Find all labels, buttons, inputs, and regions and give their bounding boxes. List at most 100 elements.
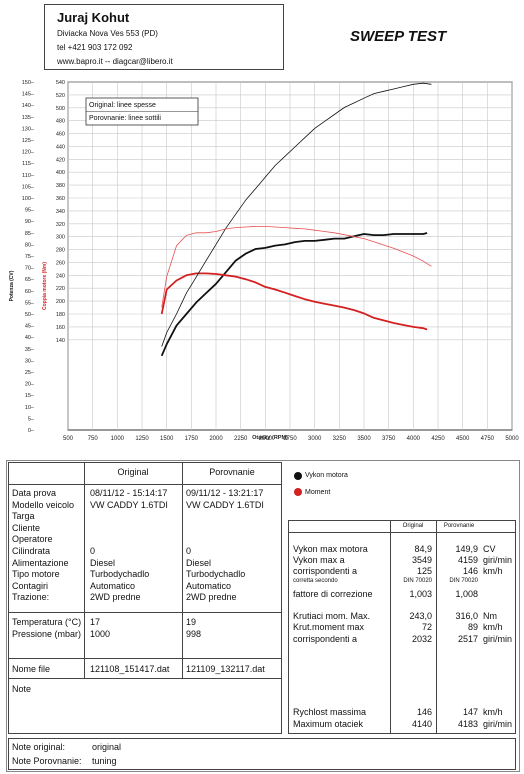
result-label: Vykon max motora [293, 544, 368, 554]
legend-power-dot [294, 472, 302, 480]
y-right-tick-label: 500 [56, 106, 65, 112]
series-line-3 [161, 225, 432, 308]
result-label: corretta secondo [293, 577, 338, 584]
y-left-tick-label: 50– [25, 312, 35, 318]
x-tick-label: 1500 [160, 436, 174, 442]
header-web: www.bapro.it -- diagcar@libero.it [57, 57, 173, 66]
y-left-tick-label: 135– [22, 115, 35, 121]
result-original: 84,9 [414, 544, 432, 554]
result-unit: giri/min [483, 718, 513, 729]
result-porovnanie: 4183 [457, 718, 478, 729]
y-left-tick-label: 65– [25, 277, 35, 283]
y-right-tick-label: 140 [56, 338, 65, 344]
y-left-axis-label: Potenza (CV) [9, 270, 15, 301]
x-tick-label: 750 [88, 436, 99, 442]
y-right-tick-label: 260 [56, 260, 65, 266]
x-tick-label: 2750 [283, 436, 297, 442]
results-col-porovnanie: Porovnanie [443, 523, 475, 529]
y-right-tick-label: 320 [56, 222, 65, 228]
header-contact-box: Juraj Kohut Diviacka Nova Ves 553 (PD) t… [44, 4, 284, 70]
x-tick-label: 1250 [135, 436, 149, 442]
legend-torque-label: Moment [305, 489, 331, 496]
y-left-tick-label: 85– [25, 231, 35, 237]
result-original: 3549 [411, 555, 432, 566]
vehicle-table [8, 462, 282, 734]
x-tick-label: 3000 [308, 436, 322, 442]
result-label: Maximum otaciek [293, 718, 364, 729]
result-label: corrispondenti a [293, 633, 358, 644]
x-tick-label: 500 [63, 436, 74, 442]
y-left-tick-label: 25– [25, 370, 35, 376]
result-unit: Nm [483, 611, 497, 622]
row-original: Diesel [90, 557, 116, 568]
x-tick-label: 2250 [234, 436, 248, 442]
result-original: 2032 [411, 633, 432, 644]
y-right-tick-label: 440 [56, 144, 65, 150]
y-right-tick-label: 400 [56, 170, 65, 176]
y-left-tick-label: 35– [25, 347, 35, 353]
row-original: Turbodychadlo [90, 569, 150, 580]
row-porovnanie: VW CADDY 1.6TDI [186, 499, 264, 510]
x-axis-label: Otacky (RPM) [252, 435, 288, 441]
sweep-chart: 500 750 1000 1250 1500 1750 2000 2250 2500 2750 30… [9, 80, 519, 442]
row-original: 0 [90, 546, 96, 556]
y-right-tick-label: 520 [56, 93, 65, 99]
row-label: Contagiri [12, 580, 49, 591]
x-tick-label: 3250 [333, 436, 347, 442]
col-original-header: Original [117, 467, 149, 477]
result-unit: CV [483, 544, 496, 554]
note-label: Note [12, 684, 32, 694]
legend-torque-dot [294, 488, 302, 496]
chart-legend-entry: Porovnanie: linee sottili [89, 115, 161, 122]
row-label: Pressione (mbar) [12, 629, 82, 639]
y-left-tick-label: 90– [25, 219, 35, 225]
row-label: Targa [12, 511, 35, 522]
row-label: Data prova [12, 488, 57, 498]
y-left-tick-label: 30– [25, 358, 35, 364]
y-left-tick-label: 105– [22, 184, 35, 190]
row-label: Tipo motore [12, 569, 60, 580]
result-porovnanie: DIN 70020 [449, 577, 478, 584]
y-left-tick-label: 95– [25, 208, 35, 214]
y-left-tick-label: 140– [22, 103, 35, 109]
row-label: Modello veicolo [12, 499, 75, 510]
result-label: Krutiaci mom. Max. [293, 611, 371, 622]
note-original-label: Note original: [12, 742, 66, 752]
y-right-tick-label: 480 [56, 119, 65, 125]
y-left-tick-label: 55– [25, 300, 35, 306]
result-label: fattore di correzione [293, 588, 373, 599]
result-porovnanie: 2517 [457, 633, 478, 644]
row-original: 1000 [90, 629, 111, 639]
y-left-tick-label: 150– [22, 80, 35, 86]
result-original: 146 [416, 707, 432, 717]
y-left-tick-label: 10– [25, 405, 35, 411]
x-tick-label: 2000 [209, 436, 223, 442]
y-left-tick-label: 70– [25, 266, 35, 272]
y-left-tick-label: 60– [25, 289, 35, 295]
result-unit: km/h [483, 622, 503, 633]
col-porovnanie-header: Porovnanie [209, 467, 255, 477]
row-original: VW CADDY 1.6TDI [90, 499, 168, 510]
result-original: DIN 70020 [403, 577, 432, 584]
y-left-tick-label: 145– [22, 92, 35, 98]
y-right-tick-label: 280 [56, 248, 65, 254]
row-original: 17 [90, 617, 101, 627]
row-original: 2WD predne [90, 592, 141, 603]
y-left-tick-label: 115– [22, 161, 35, 167]
y-right-tick-label: 240 [56, 273, 65, 279]
result-original: 125 [416, 566, 432, 577]
note-porovnanie-label: Note Porovnanie: [12, 756, 82, 766]
row-porovnanie: 0 [186, 546, 192, 556]
y-left-tick-label: 75– [25, 254, 35, 260]
x-tick-label: 2500 [259, 436, 273, 442]
result-unit: giri/min [483, 555, 513, 566]
series-line-1 [160, 272, 428, 331]
y-right-tick-label: 540 [56, 80, 65, 86]
x-tick-label: 5000 [505, 436, 519, 442]
row-label: Cliente [12, 522, 41, 533]
result-porovnanie: 316,0 [455, 611, 478, 622]
result-label: corrispondenti a [293, 566, 358, 577]
y-left-tick-label: 40– [25, 335, 35, 341]
y-right-tick-label: 160 [56, 325, 65, 331]
y-right-tick-label: 380 [56, 183, 65, 189]
